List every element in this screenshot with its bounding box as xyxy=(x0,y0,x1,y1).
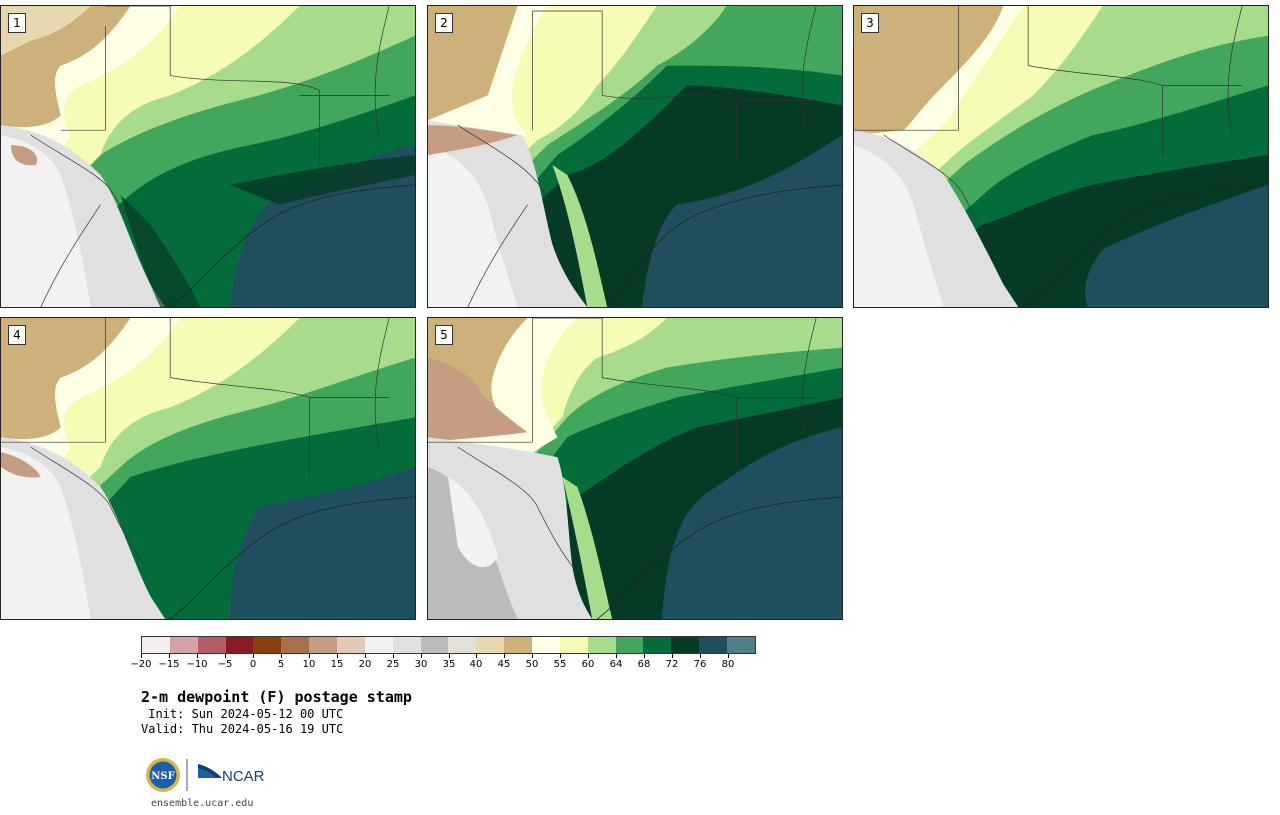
colorbar-segment xyxy=(559,637,588,653)
nsf-logo: NSF xyxy=(146,758,180,792)
dewpoint-map xyxy=(428,6,842,307)
nsf-logo-text: NSF xyxy=(151,771,174,782)
map-panel-5: 5 xyxy=(427,317,843,620)
colorbar-tick-label: 15 xyxy=(330,659,344,670)
init-time: Init: Sun 2024-05-12 00 UTC xyxy=(141,707,344,721)
map-panel-2: 2 xyxy=(427,5,843,308)
colorbar-tick-label: 80 xyxy=(721,659,735,670)
colorbar-segment xyxy=(142,637,170,653)
colorbar-segment xyxy=(169,637,198,653)
colorbar-tick-label: −15 xyxy=(158,659,180,670)
colorbar-tick-label: 25 xyxy=(386,659,400,670)
map-panel-1: 1 xyxy=(0,5,416,308)
colorbar-segment xyxy=(532,637,560,653)
nsf-ncar-logo: NSF NCAR xyxy=(146,758,265,792)
dewpoint-map xyxy=(1,318,415,619)
colorbar-segment xyxy=(504,637,533,653)
colorbar-tick xyxy=(197,654,198,658)
colorbar-segment xyxy=(476,637,505,653)
dewpoint-map xyxy=(854,6,1268,307)
colorbar-segment xyxy=(253,637,282,653)
colorbar-tick-label: 20 xyxy=(358,659,372,670)
panel-number: 4 xyxy=(8,325,26,345)
colorbar-tick-label: 10 xyxy=(302,659,316,670)
colorbar-tick xyxy=(672,654,673,658)
colorbar-segment xyxy=(727,637,755,653)
site-url: ensemble.ucar.edu xyxy=(151,798,254,809)
colorbar-tick xyxy=(393,654,394,658)
colorbar-segment xyxy=(448,637,477,653)
colorbar-tick xyxy=(532,654,533,658)
colorbar-tick-label: 40 xyxy=(469,659,483,670)
colorbar-tick-label: 76 xyxy=(693,659,707,670)
colorbar-segment xyxy=(671,637,700,653)
panel-number: 5 xyxy=(435,325,453,345)
logo-group: NSF NCAR xyxy=(144,756,284,794)
colorbar-tick xyxy=(141,654,142,658)
colorbar-tick xyxy=(169,654,170,658)
colorbar-segment xyxy=(699,637,728,653)
dewpoint-map xyxy=(1,6,415,307)
colorbar-tick-label: 50 xyxy=(525,659,539,670)
colorbar-segment xyxy=(281,637,310,653)
panel-number: 1 xyxy=(8,13,26,33)
colorbar-tick xyxy=(588,654,589,658)
colorbar-segment xyxy=(615,637,644,653)
colorbar-segment xyxy=(197,637,226,653)
colorbar-tick-label: 30 xyxy=(414,659,428,670)
colorbar-tick-label: 5 xyxy=(277,659,285,670)
colorbar-tick-label: 72 xyxy=(665,659,679,670)
map-panel-3: 3 xyxy=(853,5,1269,308)
colorbar-segment xyxy=(225,637,254,653)
ncar-logo: NCAR xyxy=(198,764,265,785)
colorbar-tick-label: 64 xyxy=(609,659,623,670)
colorbar-tick xyxy=(337,654,338,658)
colorbar-segment xyxy=(643,637,672,653)
colorbar-tick xyxy=(281,654,282,658)
colorbar-tick xyxy=(644,654,645,658)
colorbar-tick-label: 68 xyxy=(637,659,651,670)
colorbar-tick xyxy=(365,654,366,658)
colorbar-tick-label: −20 xyxy=(130,659,152,670)
colorbar-segment xyxy=(587,637,616,653)
colorbar-tick xyxy=(504,654,505,658)
dewpoint-map xyxy=(428,318,842,619)
panel-number: 2 xyxy=(435,13,453,33)
colorbar-segment xyxy=(392,637,421,653)
colorbar-tick-label: 0 xyxy=(249,659,257,670)
colorbar-tick-label: 55 xyxy=(553,659,567,670)
colorbar-ticks: −20 −15 −10 −5 0 5 10 15 20 25 30 35 40 45 50 55 60 64 68 7… xyxy=(130,654,756,674)
colorbar-tick xyxy=(253,654,254,658)
colorbar-segment xyxy=(337,637,365,653)
colorbar-tick-label: 60 xyxy=(581,659,595,670)
colorbar-tick-label: −5 xyxy=(217,659,233,670)
colorbar-tick xyxy=(225,654,226,658)
colorbar-tick-label: 45 xyxy=(497,659,511,670)
colorbar-segment xyxy=(364,637,393,653)
chart-title: 2-m dewpoint (F) postage stamp xyxy=(141,688,412,706)
colorbar-segment xyxy=(309,637,338,653)
colorbar xyxy=(141,636,756,654)
ncar-logo-text: NCAR xyxy=(222,768,265,785)
colorbar-tick-label: −10 xyxy=(186,659,208,670)
colorbar-tick xyxy=(728,654,729,658)
colorbar-tick xyxy=(616,654,617,658)
map-panel-4: 4 xyxy=(0,317,416,620)
colorbar-tick xyxy=(421,654,422,658)
colorbar-tick xyxy=(476,654,477,658)
colorbar-tick xyxy=(449,654,450,658)
colorbar-tick xyxy=(309,654,310,658)
valid-time: Valid: Thu 2024-05-16 19 UTC xyxy=(141,722,344,736)
colorbar-tick xyxy=(700,654,701,658)
panel-number: 3 xyxy=(861,13,879,33)
colorbar-tick xyxy=(560,654,561,658)
colorbar-tick-label: 35 xyxy=(442,659,456,670)
colorbar-segment xyxy=(420,637,449,653)
